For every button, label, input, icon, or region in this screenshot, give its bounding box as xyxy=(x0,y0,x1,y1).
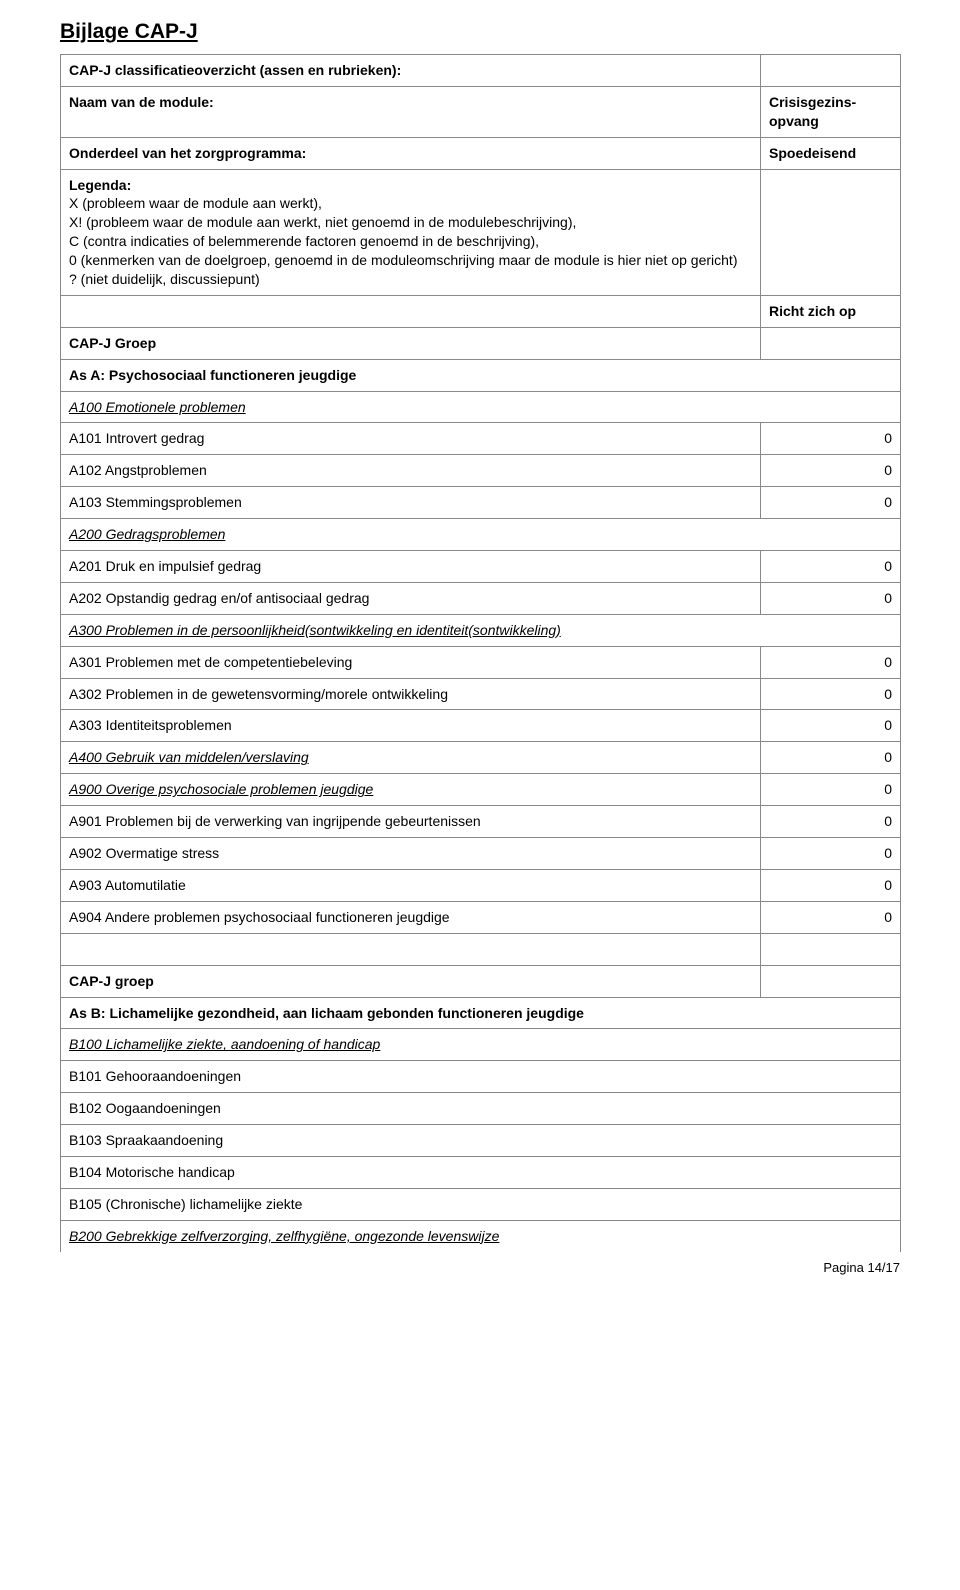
a101-value: 0 xyxy=(761,423,901,455)
b102-row: B102 Oogaandoeningen xyxy=(61,1093,901,1125)
a102-label: A102 Angstproblemen xyxy=(61,455,761,487)
overview-row: CAP-J classificatieoverzicht (assen en r… xyxy=(61,55,901,87)
a200-row: A200 Gedragsproblemen xyxy=(61,519,901,551)
legenda-row: Legenda: X (probleem waar de module aan … xyxy=(61,169,901,295)
module-name-label: Naam van de module: xyxy=(61,86,761,137)
empty-cell xyxy=(61,933,761,965)
a301-row: A301 Problemen met de competentiebelevin… xyxy=(61,646,901,678)
as-b-label: As B: Lichamelijke gezondheid, aan licha… xyxy=(61,997,901,1029)
a100-row: A100 Emotionele problemen xyxy=(61,391,901,423)
spacer-row xyxy=(61,933,901,965)
a301-label: A301 Problemen met de competentiebelevin… xyxy=(61,646,761,678)
a303-row: A303 Identiteitsproblemen 0 xyxy=(61,710,901,742)
page-title: Bijlage CAP-J xyxy=(60,20,900,44)
a201-label: A201 Druk en impulsief gedrag xyxy=(61,551,761,583)
b200-row: B200 Gebrekkige zelfverzorging, zelfhygi… xyxy=(61,1220,901,1251)
a300-label: A300 Problemen in de persoonlijkheid(son… xyxy=(61,614,901,646)
a904-row: A904 Andere problemen psychosociaal func… xyxy=(61,901,901,933)
empty-cell xyxy=(761,965,901,997)
a202-row: A202 Opstandig gedrag en/of antisociaal … xyxy=(61,582,901,614)
a100-label: A100 Emotionele problemen xyxy=(61,391,901,423)
a904-label: A904 Andere problemen psychosociaal func… xyxy=(61,901,761,933)
b101-row: B101 Gehooraandoeningen xyxy=(61,1061,901,1093)
empty-cell xyxy=(761,933,901,965)
legenda-cell: Legenda: X (probleem waar de module aan … xyxy=(61,169,761,295)
a901-row: A901 Problemen bij de verwerking van ing… xyxy=(61,806,901,838)
classification-table: CAP-J classificatieoverzicht (assen en r… xyxy=(60,54,901,1252)
as-b-row: As B: Lichamelijke gezondheid, aan licha… xyxy=(61,997,901,1029)
a903-value: 0 xyxy=(761,869,901,901)
module-name-value: Crisisgezins-opvang xyxy=(761,86,901,137)
a101-label: A101 Introvert gedrag xyxy=(61,423,761,455)
a101-row: A101 Introvert gedrag 0 xyxy=(61,423,901,455)
a300-row: A300 Problemen in de persoonlijkheid(son… xyxy=(61,614,901,646)
b104-label: B104 Motorische handicap xyxy=(61,1156,901,1188)
a202-label: A202 Opstandig gedrag en/of antisociaal … xyxy=(61,582,761,614)
a904-value: 0 xyxy=(761,901,901,933)
a902-value: 0 xyxy=(761,838,901,870)
legenda-label: Legenda: xyxy=(69,177,131,193)
a102-value: 0 xyxy=(761,455,901,487)
as-a-row: As A: Psychosociaal functioneren jeugdig… xyxy=(61,359,901,391)
a400-label: A400 Gebruik van middelen/verslaving xyxy=(61,742,761,774)
empty-cell xyxy=(61,295,761,327)
a200-label: A200 Gedragsproblemen xyxy=(61,519,901,551)
a902-row: A902 Overmatige stress 0 xyxy=(61,838,901,870)
b102-label: B102 Oogaandoeningen xyxy=(61,1093,901,1125)
module-name-row: Naam van de module: Crisisgezins-opvang xyxy=(61,86,901,137)
capj-groep-lc-label: CAP-J groep xyxy=(61,965,761,997)
empty-cell xyxy=(761,55,901,87)
a201-row: A201 Druk en impulsief gedrag 0 xyxy=(61,551,901,583)
a303-label: A303 Identiteitsproblemen xyxy=(61,710,761,742)
a900-row: A900 Overige psychosociale problemen jeu… xyxy=(61,774,901,806)
a201-value: 0 xyxy=(761,551,901,583)
overview-label: CAP-J classificatieoverzicht (assen en r… xyxy=(61,55,761,87)
a103-row: A103 Stemmingsproblemen 0 xyxy=(61,487,901,519)
empty-cell xyxy=(761,327,901,359)
a901-label: A901 Problemen bij de verwerking van ing… xyxy=(61,806,761,838)
b105-row: B105 (Chronische) lichamelijke ziekte xyxy=(61,1188,901,1220)
b105-label: B105 (Chronische) lichamelijke ziekte xyxy=(61,1188,901,1220)
a302-value: 0 xyxy=(761,678,901,710)
b103-label: B103 Spraakaandoening xyxy=(61,1125,901,1157)
a202-value: 0 xyxy=(761,582,901,614)
as-a-label: As A: Psychosociaal functioneren jeugdig… xyxy=(61,359,901,391)
zorgprogramma-row: Onderdeel van het zorgprogramma: Spoedei… xyxy=(61,137,901,169)
b103-row: B103 Spraakaandoening xyxy=(61,1125,901,1157)
a103-value: 0 xyxy=(761,487,901,519)
b104-row: B104 Motorische handicap xyxy=(61,1156,901,1188)
capj-groep-b-row: CAP-J groep xyxy=(61,965,901,997)
a102-row: A102 Angstproblemen 0 xyxy=(61,455,901,487)
a901-value: 0 xyxy=(761,806,901,838)
a900-value: 0 xyxy=(761,774,901,806)
legenda-body: X (probleem waar de module aan werkt), X… xyxy=(69,195,737,287)
a903-label: A903 Automutilatie xyxy=(61,869,761,901)
a900-label: A900 Overige psychosociale problemen jeu… xyxy=(61,774,761,806)
a903-row: A903 Automutilatie 0 xyxy=(61,869,901,901)
a303-value: 0 xyxy=(761,710,901,742)
b200-label: B200 Gebrekkige zelfverzorging, zelfhygi… xyxy=(61,1220,901,1251)
capj-groep-label: CAP-J Groep xyxy=(61,327,761,359)
b100-row: B100 Lichamelijke ziekte, aandoening of … xyxy=(61,1029,901,1061)
capj-groep-row: CAP-J Groep xyxy=(61,327,901,359)
richt-label: Richt zich op xyxy=(761,295,901,327)
a400-row: A400 Gebruik van middelen/verslaving 0 xyxy=(61,742,901,774)
page-number: Pagina 14/17 xyxy=(0,1260,960,1275)
b101-label: B101 Gehooraandoeningen xyxy=(61,1061,901,1093)
a301-value: 0 xyxy=(761,646,901,678)
empty-cell xyxy=(761,169,901,295)
richt-row: Richt zich op xyxy=(61,295,901,327)
b100-label: B100 Lichamelijke ziekte, aandoening of … xyxy=(61,1029,901,1061)
a902-label: A902 Overmatige stress xyxy=(61,838,761,870)
zorgprogramma-value: Spoedeisend xyxy=(761,137,901,169)
a302-label: A302 Problemen in de gewetensvorming/mor… xyxy=(61,678,761,710)
a103-label: A103 Stemmingsproblemen xyxy=(61,487,761,519)
a302-row: A302 Problemen in de gewetensvorming/mor… xyxy=(61,678,901,710)
a400-value: 0 xyxy=(761,742,901,774)
zorgprogramma-label: Onderdeel van het zorgprogramma: xyxy=(61,137,761,169)
